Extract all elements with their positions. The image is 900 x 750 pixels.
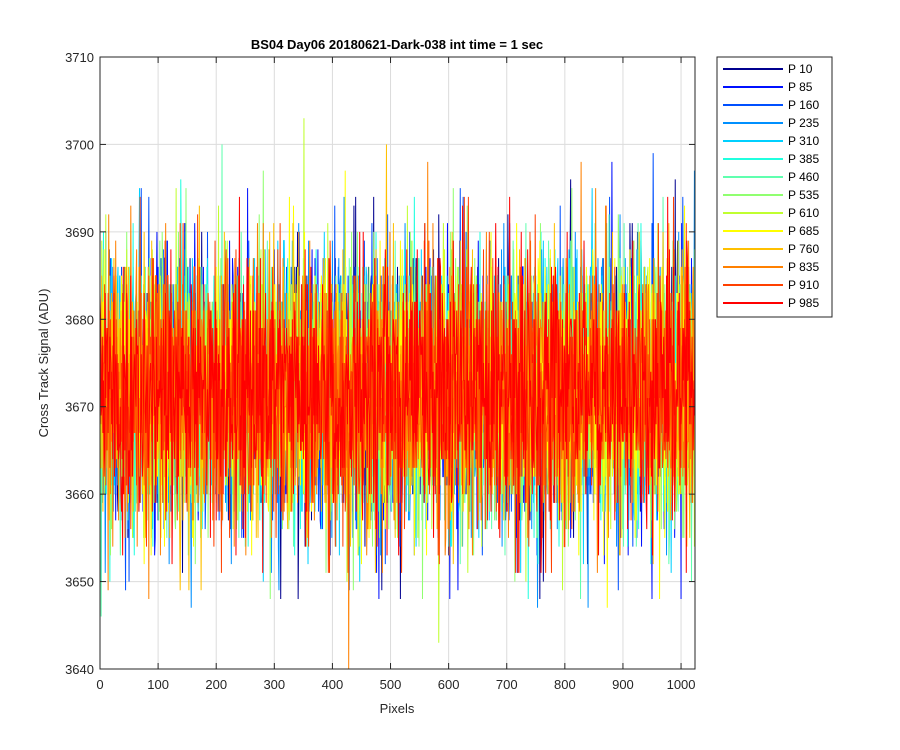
- legend-entry-label: P 235: [788, 116, 819, 130]
- axes-box: [99, 56, 696, 670]
- legend-box: [716, 56, 833, 318]
- legend-entry-label: P 835: [788, 260, 819, 274]
- legend-entry-label: P 160: [788, 98, 819, 112]
- y-tick-label: 3710: [65, 50, 94, 65]
- x-tick-label: 600: [438, 677, 460, 692]
- x-tick-label: 100: [147, 677, 169, 692]
- x-tick-label: 500: [380, 677, 402, 692]
- legend-entry-label: P 910: [788, 278, 819, 292]
- series-line: [99, 196, 696, 573]
- y-tick-label: 3640: [65, 662, 94, 677]
- axis-ticks: 0 100 200 300 400 500 600 700 800 900 1000 3640 3650…: [65, 50, 695, 692]
- y-tick-label: 3690: [65, 225, 94, 240]
- y-tick-label: 3660: [65, 487, 94, 502]
- legend: P 10 P 85 P 160 P 235 P 310 P 385 P 460 P 535 P …: [716, 56, 833, 318]
- x-tick-label: 400: [322, 677, 344, 692]
- series-lines: [99, 118, 696, 670]
- legend-entry-label: P 535: [788, 188, 819, 202]
- y-tick-label: 3700: [65, 137, 94, 152]
- y-tick-label: 3650: [65, 575, 94, 590]
- x-tick-label: 300: [263, 677, 285, 692]
- legend-entry-label: P 10: [788, 62, 813, 76]
- y-axis-label: Cross Track Signal (ADU): [36, 289, 51, 438]
- legend-entry-label: P 685: [788, 224, 819, 238]
- legend-entry-label: P 460: [788, 170, 819, 184]
- legend-entry-label: P 85: [788, 80, 813, 94]
- legend-entry-label: P 760: [788, 242, 819, 256]
- y-tick-label: 3680: [65, 312, 94, 327]
- x-axis-label: Pixels: [380, 701, 415, 716]
- x-tick-label: 900: [612, 677, 634, 692]
- y-tick-label: 3670: [65, 400, 94, 415]
- legend-entry-label: P 310: [788, 134, 819, 148]
- x-tick-label: 1000: [667, 677, 696, 692]
- x-tick-label: 200: [205, 677, 227, 692]
- legend-entry-label: P 610: [788, 206, 819, 220]
- legend-entry-label: P 385: [788, 152, 819, 166]
- chart-title: BS04 Day06 20180621-Dark-038 int time = …: [251, 37, 543, 52]
- x-tick-label: 700: [496, 677, 518, 692]
- x-tick-label: 800: [554, 677, 576, 692]
- x-tick-label: 0: [96, 677, 103, 692]
- legend-entry-label: P 985: [788, 296, 819, 310]
